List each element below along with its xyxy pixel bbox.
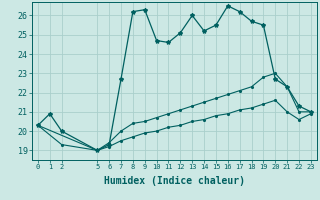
X-axis label: Humidex (Indice chaleur): Humidex (Indice chaleur) <box>104 176 245 186</box>
